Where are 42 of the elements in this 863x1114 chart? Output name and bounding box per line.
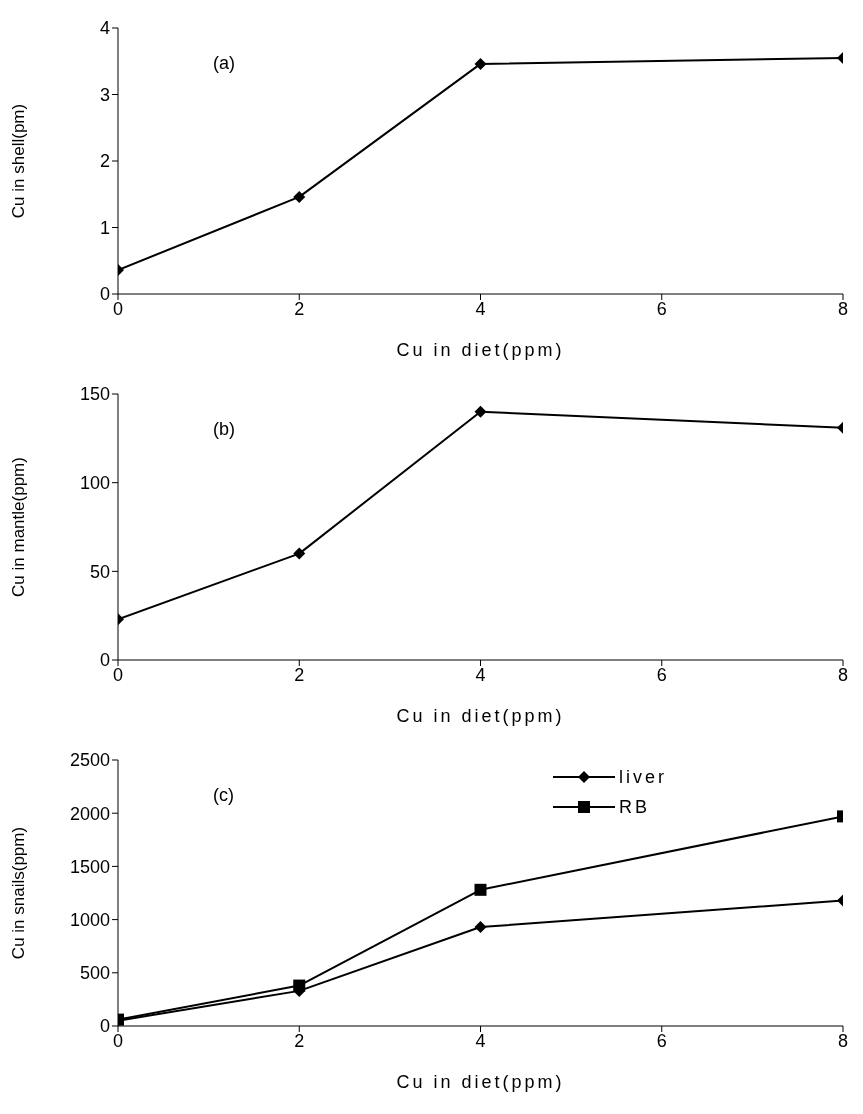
y-tick-label: 0: [99, 1016, 110, 1037]
x-tick-label: 0: [112, 664, 124, 685]
x-tick-label: 0: [112, 298, 124, 319]
y-tick-label: 0: [99, 650, 110, 671]
y-tick-label: 2: [99, 151, 110, 172]
x-tick-label: 6: [656, 664, 667, 685]
y-tick-label: 50: [89, 561, 110, 582]
y-tick-label: 3: [99, 84, 110, 105]
y-tick-label: 0: [99, 284, 110, 305]
y-axis-title: Cu in shell(pm): [9, 103, 29, 219]
x-tick-label: 6: [656, 298, 667, 319]
y-tick-label: 1000: [69, 909, 110, 930]
x-tick-label: 8: [837, 664, 849, 685]
x-tick-label: 4: [475, 664, 486, 685]
annotation: (a): [213, 53, 235, 74]
y-tick-label: 500: [79, 963, 110, 984]
x-tick-label: 4: [475, 298, 486, 319]
y-tick-label: 1: [99, 217, 110, 238]
x-tick-label: 6: [656, 1030, 667, 1051]
y-tick-label: 1500: [69, 856, 110, 877]
y-tick-label: 2500: [69, 750, 110, 771]
y-axis-title: Cu in snails(ppm): [9, 826, 29, 960]
x-axis-title: Cu in diet(ppm): [396, 1072, 565, 1092]
y-tick-label: 150: [79, 384, 110, 405]
x-tick-label: 8: [837, 1030, 849, 1051]
y-axis-title: Cu in mantle(ppm): [9, 457, 29, 597]
point: [474, 921, 487, 934]
x-tick-label: 8: [837, 298, 849, 319]
x-tick-label: 4: [475, 1030, 486, 1051]
x-tick-label: 0: [112, 1030, 124, 1051]
legend-label: RB: [619, 796, 651, 818]
y-tick-label: 100: [79, 473, 110, 494]
x-tick-label: 2: [294, 1030, 305, 1051]
x-tick-label: 2: [294, 298, 305, 319]
x-tick-label: 2: [294, 664, 305, 685]
x-axis-title: Cu in diet(ppm): [396, 706, 565, 726]
annotation: (b): [213, 419, 235, 440]
y-tick-label: 4: [99, 18, 110, 39]
x-axis-title: Cu in diet(ppm): [396, 340, 565, 360]
legend-label: liver: [619, 766, 668, 788]
y-tick-label: 2000: [69, 803, 110, 824]
annotation: (c): [213, 785, 234, 806]
